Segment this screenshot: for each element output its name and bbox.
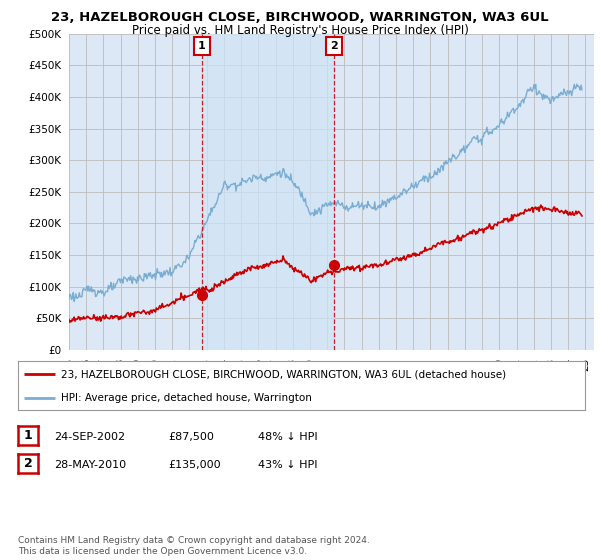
Text: 23, HAZELBOROUGH CLOSE, BIRCHWOOD, WARRINGTON, WA3 6UL: 23, HAZELBOROUGH CLOSE, BIRCHWOOD, WARRI…: [51, 11, 549, 24]
Text: 2: 2: [331, 41, 338, 52]
Text: 1: 1: [24, 428, 32, 442]
Text: 24-SEP-2002: 24-SEP-2002: [54, 432, 125, 442]
Text: 48% ↓ HPI: 48% ↓ HPI: [258, 432, 317, 442]
Text: £87,500: £87,500: [168, 432, 214, 442]
Text: Contains HM Land Registry data © Crown copyright and database right 2024.
This d: Contains HM Land Registry data © Crown c…: [18, 536, 370, 556]
Bar: [202, 34, 334, 350]
Text: £135,000: £135,000: [168, 460, 221, 470]
Text: 43% ↓ HPI: 43% ↓ HPI: [258, 460, 317, 470]
Text: 23, HAZELBOROUGH CLOSE, BIRCHWOOD, WARRINGTON, WA3 6UL (detached house): 23, HAZELBOROUGH CLOSE, BIRCHWOOD, WARRI…: [61, 370, 506, 380]
Text: HPI: Average price, detached house, Warrington: HPI: Average price, detached house, Warr…: [61, 393, 311, 403]
Text: Price paid vs. HM Land Registry's House Price Index (HPI): Price paid vs. HM Land Registry's House …: [131, 24, 469, 36]
Text: 1: 1: [198, 41, 206, 52]
Text: 28-MAY-2010: 28-MAY-2010: [54, 460, 126, 470]
Text: 2: 2: [24, 456, 32, 470]
